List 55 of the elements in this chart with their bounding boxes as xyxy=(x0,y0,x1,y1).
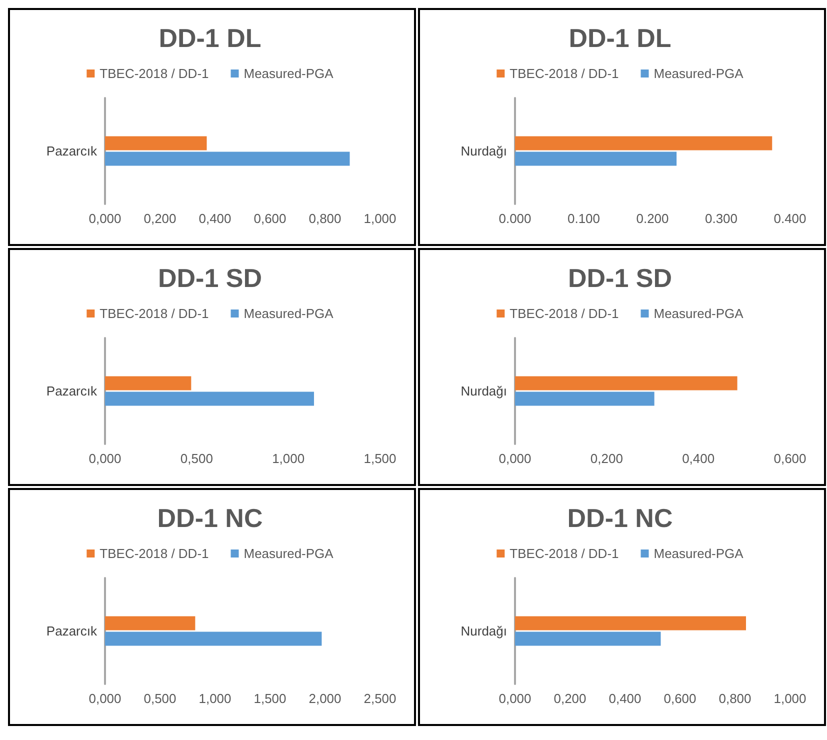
legend-label: Measured-PGA xyxy=(654,66,744,81)
x-tick-label: 0,600 xyxy=(664,691,696,706)
x-tick-label: 0.400 xyxy=(774,211,806,226)
legend-label: TBEC-2018 / DD-1 xyxy=(100,306,209,321)
x-tick-label: 1,000 xyxy=(364,211,396,226)
legend-label: TBEC-2018 / DD-1 xyxy=(510,66,619,81)
legend-label: Measured-PGA xyxy=(244,306,334,321)
x-tick-label: 0,200 xyxy=(144,211,176,226)
x-tick-label: 0,800 xyxy=(308,211,342,226)
x-tick-label: 1,000 xyxy=(774,691,806,706)
x-tick-label: 0,400 xyxy=(608,691,642,706)
legend-label: Measured-PGA xyxy=(654,306,744,321)
x-tick-label: 0,000 xyxy=(88,691,122,706)
x-tick-label: 0,000 xyxy=(88,211,122,226)
x-tick-label: 0.000 xyxy=(498,211,532,226)
x-tick-label: 0.100 xyxy=(567,211,600,226)
x-tick-label: 0,800 xyxy=(718,691,752,706)
x-tick-label: 0,500 xyxy=(180,451,213,466)
legend-label: TBEC-2018 / DD-1 xyxy=(510,546,619,561)
y-tick-label: Pazarcık xyxy=(46,144,98,158)
x-tick-label: 1,500 xyxy=(364,451,396,466)
legend-label: TBEC-2018 / DD-1 xyxy=(100,66,209,81)
x-tick-label: 1,000 xyxy=(198,691,232,706)
legend-label: TBEC-2018 / DD-1 xyxy=(100,546,209,561)
x-tick-label: 0,000 xyxy=(498,691,532,706)
x-tick-label: 0,600 xyxy=(254,211,286,226)
chart-title: DD-1 NC xyxy=(157,503,263,533)
legend-label: Measured-PGA xyxy=(654,546,744,561)
y-tick-label: Nurdağı xyxy=(460,384,507,398)
x-tick-label: 2,000 xyxy=(308,691,342,706)
legend-label: TBEC-2018 / DD-1 xyxy=(510,306,619,321)
x-tick-label: 0,000 xyxy=(88,451,122,466)
legend-label: Measured-PGA xyxy=(244,546,334,561)
y-tick-label: Pazarcık xyxy=(46,384,98,398)
x-tick-label: 0,200 xyxy=(590,451,623,466)
x-tick-label: 2,500 xyxy=(364,691,396,706)
y-tick-label: Nurdağı xyxy=(460,144,507,158)
x-tick-label: 0,400 xyxy=(198,211,232,226)
x-tick-label: 0.300 xyxy=(704,211,738,226)
x-tick-label: 1,500 xyxy=(254,691,286,706)
chart-title: DD-1 SD xyxy=(158,263,262,293)
legend-label: Measured-PGA xyxy=(244,66,334,81)
chart-title: DD-1 SD xyxy=(568,263,672,293)
x-tick-label: 0,600 xyxy=(774,451,806,466)
x-tick-label: 0,200 xyxy=(554,691,586,706)
x-tick-label: 0.200 xyxy=(636,211,669,226)
y-tick-label: Nurdağı xyxy=(460,624,507,638)
x-tick-label: 0,000 xyxy=(498,451,532,466)
x-tick-label: 0,500 xyxy=(144,691,176,706)
y-tick-label: Pazarcık xyxy=(46,624,98,638)
x-tick-label: 1,000 xyxy=(272,451,305,466)
chart-title: DD-1 DL xyxy=(568,23,672,53)
x-tick-label: 0,400 xyxy=(682,451,715,466)
chart-title: DD-1 DL xyxy=(158,23,262,53)
chart-title: DD-1 NC xyxy=(567,503,673,533)
